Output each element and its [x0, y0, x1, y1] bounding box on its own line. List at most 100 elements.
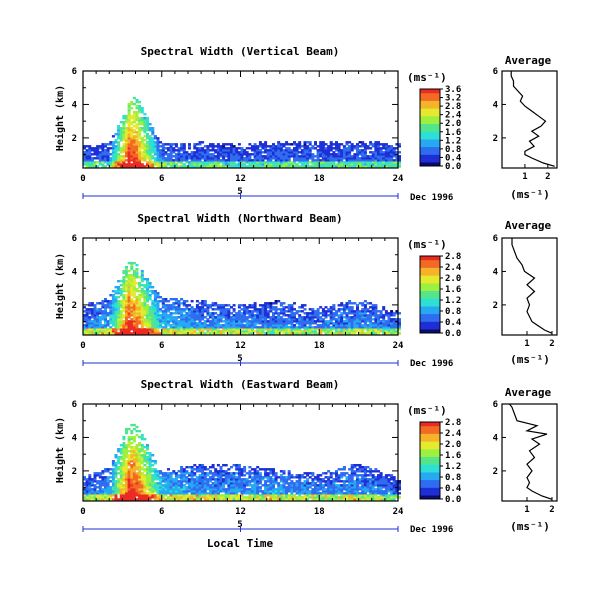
heatmap-cell — [256, 484, 260, 487]
heatmap-cell — [146, 153, 149, 156]
heatmap-cell — [122, 326, 126, 329]
heatmap-cell — [295, 492, 299, 495]
heatmap-cell — [266, 480, 270, 483]
heatmap-cell — [303, 476, 307, 479]
heatmap-cell — [243, 314, 247, 317]
heatmap-cell — [224, 324, 228, 327]
heatmap-cell — [132, 165, 136, 168]
heatmap-cell — [332, 306, 336, 309]
heatmap-cell — [180, 474, 184, 477]
heatmap-cell — [306, 322, 310, 325]
heatmap-cell — [146, 448, 149, 451]
heatmap-cell — [245, 492, 249, 495]
heatmap-cell — [146, 320, 149, 323]
heatmap-cell — [130, 472, 134, 475]
heatmap-cell — [182, 480, 186, 483]
heatmap-cell — [282, 310, 286, 313]
heatmap-cell — [132, 437, 136, 441]
heatmap-cell — [146, 282, 149, 285]
heatmap-cell — [90, 314, 94, 317]
heatmap-cell — [167, 492, 170, 495]
heatmap-cell — [243, 486, 247, 489]
heatmap-cell — [329, 308, 333, 311]
heatmap-cell — [321, 147, 325, 150]
heatmap-cell — [195, 324, 199, 327]
heatmap-cell — [243, 498, 247, 501]
heatmap-cell — [167, 482, 170, 485]
heatmap-cell — [148, 157, 152, 160]
heatmap-cell — [114, 498, 118, 501]
heatmap-cell — [230, 163, 233, 166]
heatmap-cell — [272, 480, 275, 483]
heatmap-cell — [209, 312, 212, 315]
heatmap-cell — [266, 468, 270, 471]
heatmap-cell — [306, 147, 310, 150]
heatmap-cell — [127, 454, 131, 457]
heatmap-cell — [106, 494, 110, 497]
heatmap-cell — [300, 492, 304, 495]
heatmap-cell — [279, 153, 283, 156]
heatmap-cell — [114, 332, 118, 335]
heatmap-cell — [101, 484, 105, 487]
heatmap-cell — [269, 476, 273, 479]
heatmap-cell — [101, 492, 105, 495]
heatmap-cell — [298, 161, 302, 164]
heatmap-cell — [277, 151, 281, 154]
heatmap-cell — [146, 135, 149, 138]
heatmap-cell — [85, 330, 89, 333]
heatmap-cell — [361, 314, 365, 317]
heatmap-cell — [190, 155, 194, 158]
colorbar-swatch — [420, 121, 440, 124]
heatmap-cell — [342, 326, 346, 329]
heatmap-cell — [240, 322, 244, 325]
heatmap-cell — [306, 316, 310, 319]
heatmap-cell — [377, 159, 380, 162]
heatmap-cell — [138, 316, 142, 319]
heatmap-cell — [130, 452, 134, 455]
heatmap-cell — [104, 153, 107, 156]
heatmap-cell — [321, 159, 325, 162]
colorbar-swatch — [420, 259, 440, 263]
colorbar-tick-label: 2.8 — [445, 252, 461, 262]
heatmap-cell — [111, 298, 115, 301]
heatmap-cell — [303, 480, 307, 483]
colorbar-swatch — [420, 331, 440, 334]
heatmap-cell — [138, 332, 142, 335]
heatmap-cell — [224, 492, 228, 495]
heatmap-cell — [188, 466, 191, 469]
heatmap-cell — [182, 310, 186, 313]
heatmap-cell — [167, 330, 170, 333]
heatmap-cell — [201, 474, 205, 477]
heatmap-cell — [356, 149, 359, 152]
heatmap-cell — [125, 149, 128, 152]
heatmap-cell — [122, 468, 126, 471]
heatmap-cell — [382, 151, 386, 154]
heatmap-cell — [203, 159, 207, 162]
heatmap-cell — [146, 141, 149, 144]
heatmap-cell — [366, 326, 370, 329]
heatmap-cell — [198, 482, 202, 485]
heatmap-cell — [140, 306, 144, 309]
heatmap-cell — [148, 310, 152, 313]
heatmap-cell — [156, 143, 160, 146]
heatmap-cell — [248, 153, 252, 156]
heatmap-cell — [243, 320, 247, 323]
heatmap-cell — [235, 147, 239, 150]
heatmap-cell — [340, 302, 344, 305]
heatmap-cell — [106, 322, 110, 325]
heatmap-cell — [130, 466, 134, 469]
heatmap-cell — [311, 328, 315, 331]
heatmap-cell — [130, 155, 134, 158]
heatmap-cell — [316, 324, 320, 327]
heatmap-cell — [164, 306, 168, 309]
heatmap-cell — [337, 145, 341, 148]
heatmap-cell — [311, 326, 315, 329]
heatmap-cell — [282, 490, 286, 493]
heatmap-cell — [122, 446, 126, 449]
heatmap-cell — [240, 472, 244, 475]
heatmap-cell — [114, 494, 118, 497]
heatmap-cell — [117, 163, 121, 166]
heatmap-cell — [251, 159, 254, 162]
heatmap-cell — [83, 159, 86, 162]
heatmap-cell — [114, 492, 118, 495]
